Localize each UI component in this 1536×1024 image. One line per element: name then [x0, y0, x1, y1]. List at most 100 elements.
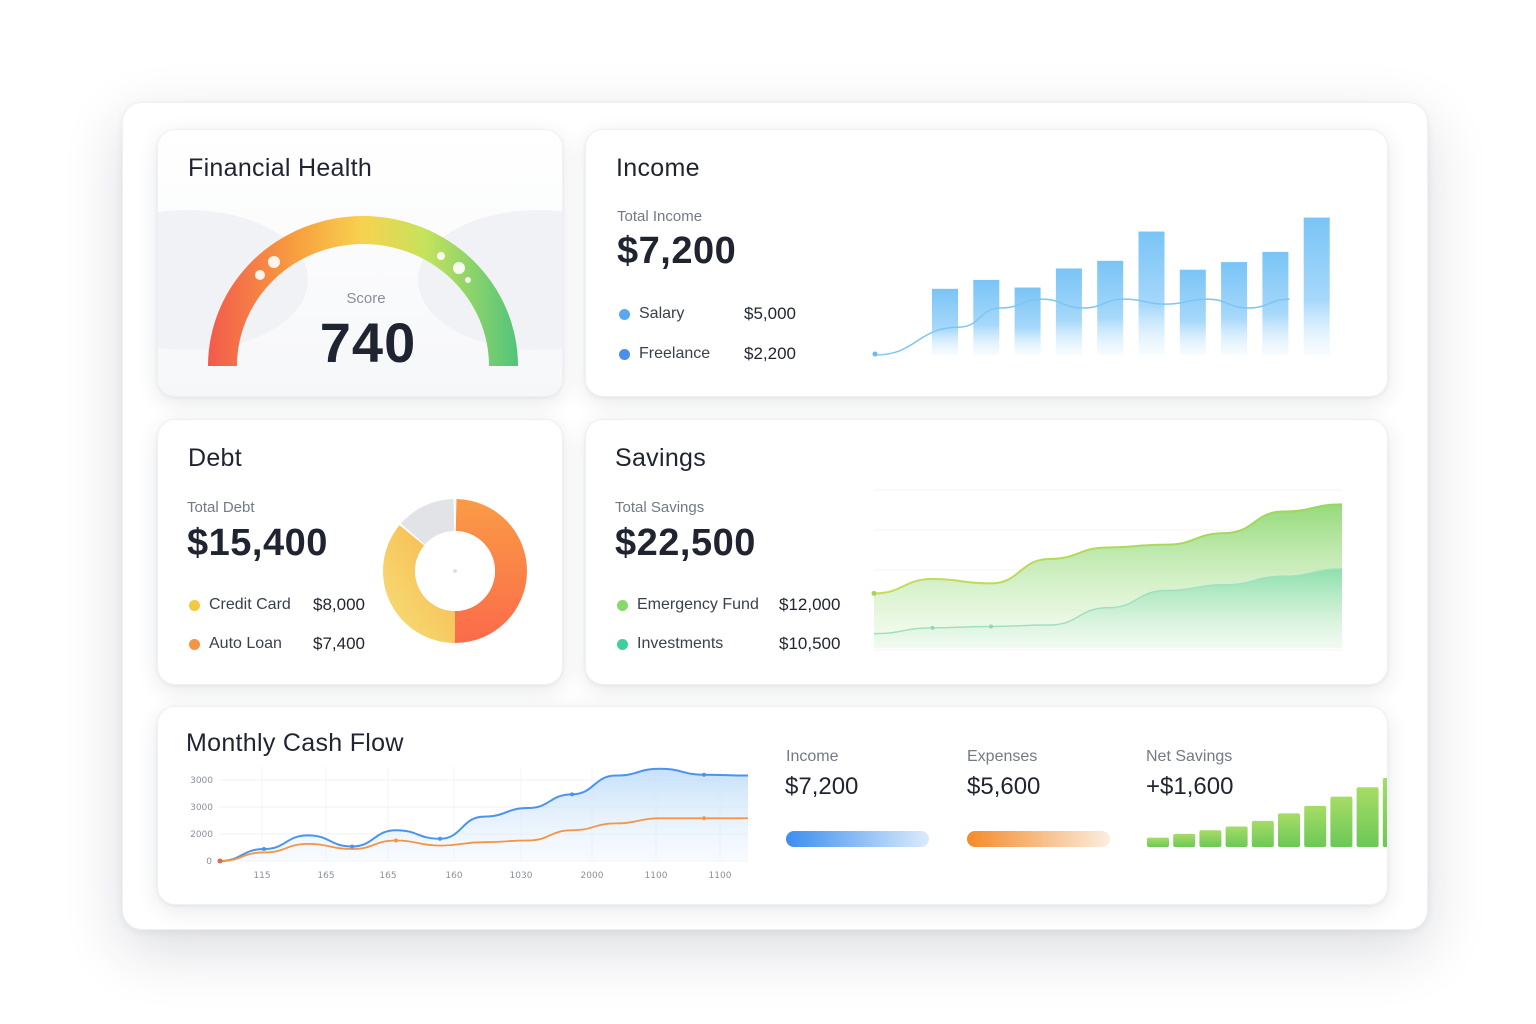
cf-x-tick: 165 [379, 871, 396, 881]
legend-label: Investments [637, 635, 724, 652]
net-savings-bar [1304, 805, 1327, 847]
legend-value: $8,000 [313, 595, 365, 614]
total-income-label: Total Income [617, 208, 703, 225]
cf-x-tick: 1100 [645, 871, 668, 881]
net-savings-bar [1251, 820, 1274, 847]
net-savings-bar [1330, 796, 1353, 847]
investments-line [873, 568, 1343, 635]
emergency-fund-dot [617, 599, 628, 611]
income-bar-chart [872, 217, 1330, 357]
legend-item: Emergency Fund [617, 596, 759, 614]
emergency-fund-line [873, 503, 1343, 595]
legend-item: Salary [619, 305, 684, 323]
legend-label: Freelance [639, 345, 711, 362]
net-savings-bar [1356, 787, 1379, 847]
total-savings-value: $22,500 [615, 522, 756, 564]
gauge-backdrop [158, 210, 308, 350]
net-savings-bar [1382, 777, 1387, 847]
donut-slice-remainder [400, 499, 455, 545]
cf-income-line [219, 767, 749, 862]
donut-center [453, 569, 457, 573]
cf-income-point [350, 844, 354, 849]
investments-point [989, 624, 993, 629]
income-bar [1303, 217, 1330, 355]
legend-item: Investments [617, 635, 723, 653]
cash-flow-card[interactable]: Monthly Cash Flow 0 2000 3000 3000 115 165 165… [157, 706, 1388, 905]
debt-donut-chart [383, 499, 528, 643]
cf-origin-point [217, 858, 223, 864]
income-trend-point [872, 351, 878, 357]
cf-income-point [702, 772, 706, 777]
cf-income-label: Income [786, 748, 839, 765]
cf-y-tick: 2000 [190, 830, 213, 840]
card-title: Monthly Cash Flow [186, 729, 404, 757]
legend-label: Credit Card [209, 596, 291, 613]
auto-loan-dot [189, 638, 200, 650]
score-label: Score [346, 290, 386, 307]
legend-value: $10,500 [779, 634, 841, 653]
cf-income-point [262, 847, 266, 852]
card-title: Debt [188, 444, 243, 472]
legend-label: Auto Loan [209, 635, 282, 652]
income-bar [1014, 287, 1041, 355]
emergency-fund-point [871, 590, 877, 596]
income-bar [1138, 231, 1165, 355]
net-savings-bar [1225, 826, 1248, 847]
cf-expenses-label: Expenses [967, 748, 1038, 765]
cf-y-tick: 0 [206, 857, 212, 867]
income-card[interactable]: Income Total Income $7,200 Salary $5,000… [585, 129, 1388, 397]
total-income-value: $7,200 [617, 230, 737, 272]
legend-item: Freelance [619, 345, 710, 363]
cf-income-value: $7,200 [785, 773, 859, 800]
credit-card-dot [189, 599, 200, 611]
card-title: Savings [615, 444, 707, 472]
total-savings-label: Total Savings [615, 499, 705, 516]
gauge-marker [465, 277, 471, 283]
savings-area-chart [871, 489, 1343, 651]
salary-dot [619, 308, 630, 320]
cf-y-tick: 3000 [190, 776, 213, 786]
gauge-marker [255, 270, 265, 280]
income-bar [1055, 268, 1082, 355]
expenses-progress-bar [967, 831, 1110, 847]
total-debt-label: Total Debt [187, 499, 255, 516]
net-savings-bar [1199, 830, 1222, 847]
legend-value: $7,400 [313, 634, 365, 653]
donut-slice-auto-loan [455, 499, 528, 643]
savings-card[interactable]: Savings Total Savings $22,500 Emergency … [585, 419, 1388, 685]
cf-income-area [220, 768, 748, 861]
debt-card[interactable]: Debt Total Debt $15,400 Credit Card $8,0… [157, 419, 563, 685]
legend-label: Emergency Fund [637, 596, 759, 613]
score-gauge [158, 210, 562, 366]
net-savings-bar [1173, 833, 1196, 847]
legend-item: Auto Loan [189, 635, 282, 653]
cf-x-tick: 1100 [709, 871, 732, 881]
freelance-dot [619, 348, 630, 360]
legend-value: $2,200 [744, 344, 796, 363]
card-title: Income [616, 154, 700, 182]
net-savings-bar [1278, 813, 1300, 847]
cf-x-tick: 2000 [581, 871, 604, 881]
cf-expenses-point [394, 838, 398, 843]
income-bar [1262, 251, 1289, 355]
income-trend-line [874, 298, 1290, 356]
net-savings-bar [1147, 837, 1169, 847]
investments-point [930, 625, 935, 630]
cf-expenses-line [219, 817, 748, 862]
cf-net-savings-value: +$1,600 [1146, 773, 1234, 800]
legend-item: Credit Card [189, 596, 291, 614]
legend-label: Salary [639, 305, 685, 322]
gauge-marker [268, 256, 280, 268]
income-bar [1221, 262, 1248, 355]
total-debt-value: $15,400 [187, 522, 328, 564]
investments-dot [617, 638, 628, 650]
income-bar [1097, 260, 1124, 355]
cf-net-savings-label: Net Savings [1146, 748, 1233, 765]
cf-income-point [570, 792, 574, 797]
gauge-marker [453, 262, 465, 274]
income-bar [1179, 269, 1206, 355]
financial-health-card[interactable]: Financial Health Score 740 [157, 129, 563, 397]
card-title: Financial Health [188, 154, 373, 182]
cf-x-tick: 115 [253, 871, 270, 881]
income-bar [973, 279, 1000, 355]
